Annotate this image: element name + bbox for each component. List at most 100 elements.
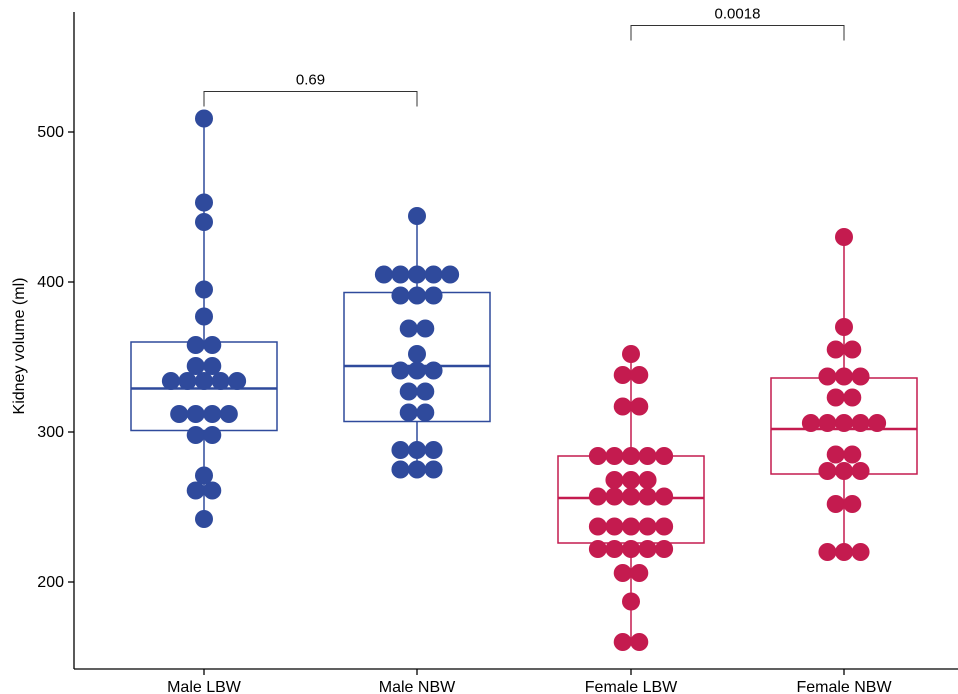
data-point [622, 517, 640, 536]
data-point [408, 207, 426, 225]
data-point [818, 414, 837, 432]
data-point [826, 340, 845, 359]
data-point [655, 540, 674, 558]
data-point [211, 372, 230, 390]
data-point [638, 517, 657, 536]
data-point [605, 540, 624, 558]
data-point [203, 405, 222, 423]
data-point [843, 495, 862, 513]
data-point [408, 441, 426, 459]
data-point [638, 471, 657, 489]
data-point [843, 388, 862, 407]
data-point [186, 481, 205, 500]
data-point [195, 213, 213, 231]
data-point [630, 366, 649, 384]
data-point [391, 361, 410, 380]
data-point [801, 414, 820, 432]
data-point [408, 286, 426, 305]
data-point [195, 193, 213, 212]
data-point [851, 367, 870, 386]
data-point [638, 447, 657, 465]
data-point [195, 307, 213, 326]
data-point [161, 372, 180, 390]
data-point [186, 405, 205, 423]
data-point [613, 633, 632, 651]
data-point [622, 345, 640, 363]
data-point [655, 517, 674, 536]
y-tick-label: 300 [37, 424, 64, 441]
data-point [203, 357, 222, 375]
comparison-bracket: 0.69 [203, 72, 418, 107]
data-point [408, 345, 426, 363]
data-point [416, 403, 435, 422]
data-point [835, 414, 853, 432]
data-point [424, 441, 443, 459]
data-point [424, 265, 443, 284]
data-point [613, 366, 632, 384]
data-point [835, 228, 853, 246]
data-point [826, 445, 845, 464]
data-point [203, 481, 222, 500]
data-point [843, 340, 862, 359]
data-point [424, 361, 443, 380]
p-value-label: 0.69 [296, 72, 325, 89]
data-point [424, 460, 443, 479]
x-tick-label: Male LBW [167, 679, 242, 694]
data-point [630, 564, 649, 582]
data-point [605, 447, 624, 465]
data-point [638, 540, 657, 558]
boxes [130, 118, 918, 642]
data-point [178, 372, 197, 390]
data-point [622, 540, 640, 558]
y-axis-title: Kidney volume (ml) [11, 278, 28, 415]
data-point [622, 471, 640, 489]
data-point [408, 265, 426, 284]
comparison-brackets: 0.69 0.0018 [203, 6, 845, 107]
data-point [818, 462, 837, 480]
data-point [408, 460, 426, 479]
data-point [851, 543, 870, 561]
data-point [399, 403, 418, 422]
data-point [399, 319, 418, 338]
data-point [818, 543, 837, 561]
data-point [399, 382, 418, 401]
data-point [391, 460, 410, 479]
data-point [826, 495, 845, 513]
data-point [630, 633, 649, 651]
data-point [835, 543, 853, 561]
data-point [416, 382, 435, 401]
data-point [195, 466, 213, 485]
data-point [588, 447, 607, 465]
data-point [186, 336, 205, 354]
y-tick-label: 400 [37, 274, 64, 291]
data-point [203, 426, 222, 444]
data-point [835, 367, 853, 386]
data-point [868, 414, 887, 432]
data-point [605, 487, 624, 506]
data-point [441, 265, 460, 284]
comparison-bracket: 0.0018 [630, 6, 845, 41]
x-tick-label: Female LBW [585, 679, 678, 694]
data-point [424, 286, 443, 305]
data-point [391, 441, 410, 459]
p-value-label: 0.0018 [715, 6, 761, 23]
data-point [613, 564, 632, 582]
data-point [605, 471, 624, 489]
data-point [605, 517, 624, 536]
y-tick-label: 500 [37, 124, 64, 141]
data-point [835, 462, 853, 480]
data-point [622, 592, 640, 611]
data-point [416, 319, 435, 338]
x-tick-label: Female NBW [796, 679, 892, 694]
data-point [186, 426, 205, 444]
box-group [343, 216, 491, 470]
data-point [835, 318, 853, 336]
data-point [391, 265, 410, 284]
data-point [195, 372, 213, 390]
data-point [374, 265, 393, 284]
data-point [655, 487, 674, 506]
data-point [588, 487, 607, 506]
data-point [228, 372, 247, 390]
data-point [826, 388, 845, 407]
data-point [186, 357, 205, 375]
